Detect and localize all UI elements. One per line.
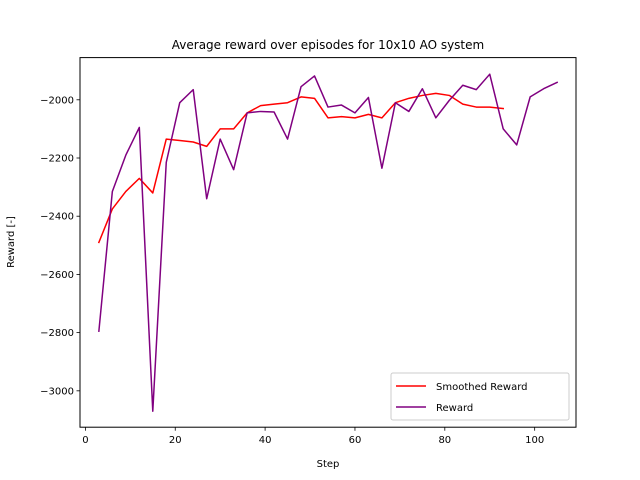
chart-title: Average reward over episodes for 10x10 A… [172,38,484,52]
y-axis-label: Reward [-] [6,216,17,268]
series-lines [97,73,559,412]
legend-label-smoothed-reward: Smoothed Reward [436,382,528,393]
legend: Smoothed Reward Reward [390,372,570,421]
x-tick-label: 80 [438,435,451,446]
y-tick-label: −2800 [40,328,74,339]
y-axis-ticks: −3000 −2800 −2600 −2400 −2200 −2000 [40,95,80,397]
x-axis-ticks: 0 20 40 60 80 100 [82,427,544,446]
plot-area-frame [79,57,577,428]
y-tick-label: −2400 [40,212,74,223]
series-line-smoothed-reward [97,92,505,244]
y-tick-label: −2200 [40,154,74,165]
x-tick-label: 100 [525,435,544,446]
series-line-reward [98,73,559,412]
x-tick-label: 0 [82,435,88,446]
y-tick-label: −3000 [40,386,74,397]
y-tick-label: −2600 [40,270,74,281]
x-tick-label: 40 [259,435,272,446]
x-tick-label: 20 [169,435,182,446]
legend-box [390,372,570,421]
y-tick-label: −2000 [40,95,74,106]
legend-label-reward: Reward [436,403,473,414]
x-axis-label: Step [317,459,340,470]
x-tick-label: 60 [349,435,362,446]
